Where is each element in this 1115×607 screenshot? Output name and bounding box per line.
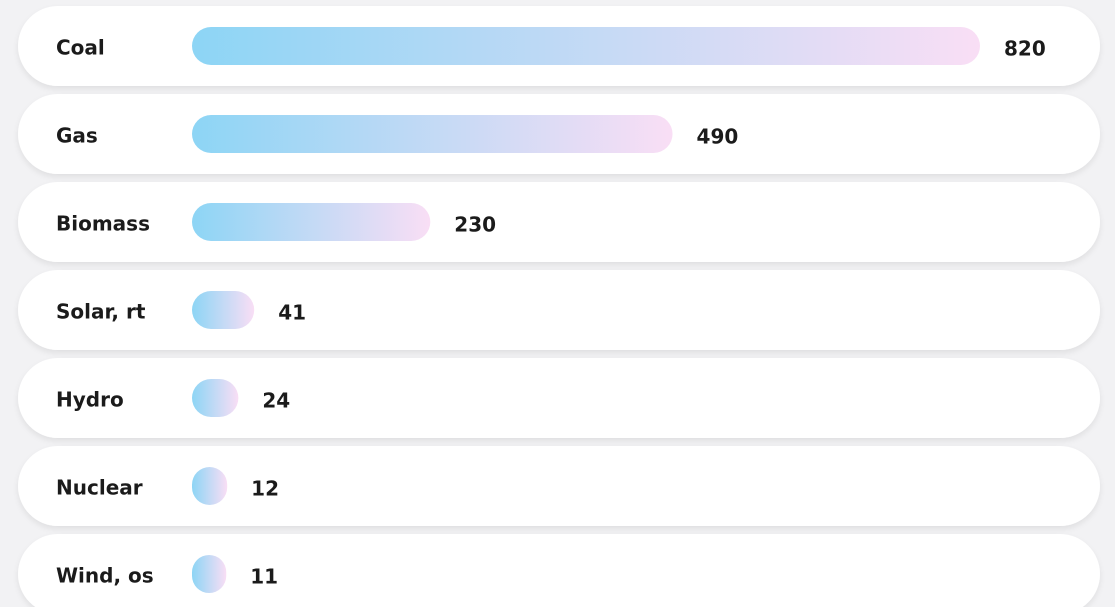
bar: [192, 27, 980, 65]
row-card: [18, 534, 1100, 607]
value-label: 820: [1004, 37, 1046, 61]
category-label: Hydro: [56, 388, 124, 412]
value-label: 12: [251, 477, 279, 501]
category-label: Biomass: [56, 212, 150, 236]
category-label: Gas: [56, 124, 98, 148]
category-label: Solar, rt: [56, 300, 146, 324]
row-card: [18, 270, 1100, 350]
value-label: 490: [697, 125, 739, 149]
value-label: 24: [262, 389, 290, 413]
bar: [192, 467, 228, 505]
bar: [192, 379, 239, 417]
bar: [192, 115, 673, 153]
row-card: [18, 358, 1100, 438]
bar: [192, 555, 227, 593]
row-card: [18, 182, 1100, 262]
category-label: Wind, os: [56, 564, 154, 588]
category-label: Coal: [56, 36, 105, 60]
bar: [192, 291, 255, 329]
category-label: Nuclear: [56, 476, 143, 500]
value-label: 41: [278, 301, 306, 325]
row-card: [18, 446, 1100, 526]
bar: [192, 203, 431, 241]
value-label: 230: [454, 213, 496, 237]
value-label: 11: [250, 565, 278, 589]
rows: Coal 820 Gas 490 Biomass 230 Solar, rt 41 Hydro 2…: [18, 6, 1100, 607]
